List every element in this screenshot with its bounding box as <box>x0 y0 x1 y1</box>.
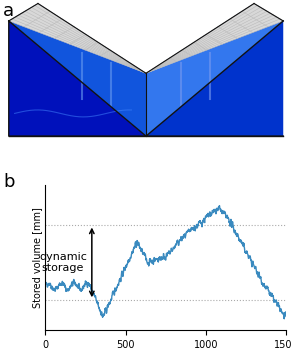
Polygon shape <box>146 21 283 136</box>
Polygon shape <box>9 3 146 73</box>
Text: a: a <box>3 2 14 20</box>
Polygon shape <box>9 21 146 136</box>
Text: b: b <box>3 173 14 191</box>
Polygon shape <box>146 3 283 73</box>
Polygon shape <box>9 3 146 73</box>
Polygon shape <box>9 3 146 136</box>
Y-axis label: Stored volume [mm]: Stored volume [mm] <box>32 207 42 308</box>
Polygon shape <box>146 3 283 73</box>
Polygon shape <box>146 3 283 136</box>
Text: dynamic
storage: dynamic storage <box>39 252 87 273</box>
